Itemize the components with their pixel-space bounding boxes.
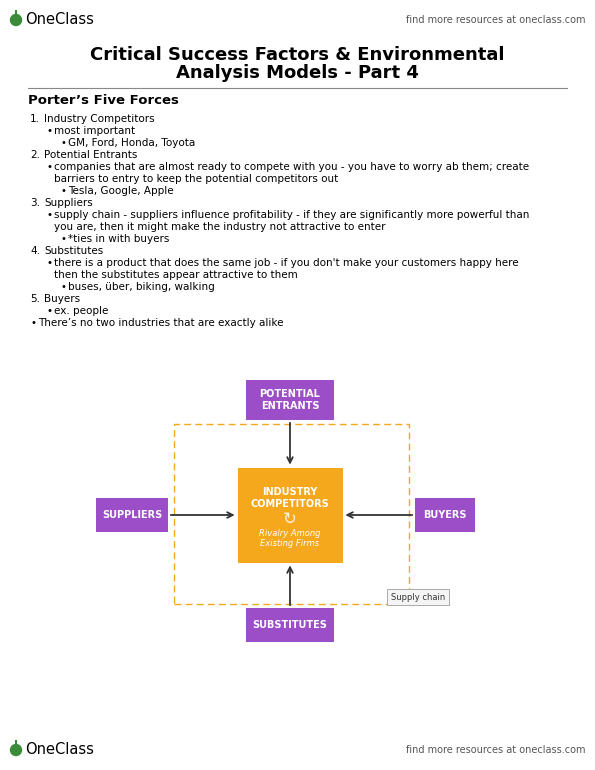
Text: Tesla, Google, Apple: Tesla, Google, Apple [68,186,174,196]
Text: 5.: 5. [30,294,40,304]
Text: INDUSTRY
COMPETITORS: INDUSTRY COMPETITORS [250,487,330,509]
Text: Porter’s Five Forces: Porter’s Five Forces [28,95,179,108]
Text: •: • [60,138,66,148]
Text: •: • [46,258,52,268]
Text: Industry Competitors: Industry Competitors [44,114,155,124]
Text: •: • [46,306,52,316]
Text: Critical Success Factors & Environmental: Critical Success Factors & Environmental [90,46,504,64]
Text: •: • [30,318,36,328]
Text: *ties in with buyers: *ties in with buyers [68,234,170,244]
Text: SUBSTITUTES: SUBSTITUTES [252,620,327,630]
Text: BUYERS: BUYERS [423,510,466,520]
Text: •: • [60,234,66,244]
Text: Suppliers: Suppliers [44,198,93,208]
Text: 2.: 2. [30,150,40,160]
Bar [246,608,334,642]
Text: Substitutes: Substitutes [44,246,104,256]
Text: ex. people: ex. people [54,306,108,316]
Circle shape [11,745,21,755]
Text: POTENTIAL
ENTRANTS: POTENTIAL ENTRANTS [259,389,321,411]
Text: •: • [46,162,52,172]
Bar [96,498,168,532]
Text: Buyers: Buyers [44,294,80,304]
Text: •: • [46,126,52,136]
Text: There’s no two industries that are exactly alike: There’s no two industries that are exact… [38,318,283,328]
Text: 4.: 4. [30,246,40,256]
Text: Analysis Models - Part 4: Analysis Models - Part 4 [176,64,418,82]
Text: there is a product that does the same job - if you don't make your customers hap: there is a product that does the same jo… [54,258,519,268]
Bar [246,380,334,420]
Text: GM, Ford, Honda, Toyota: GM, Ford, Honda, Toyota [68,138,195,148]
Text: companies that are almost ready to compete with you - you have to worry ab them;: companies that are almost ready to compe… [54,162,529,172]
Bar [415,498,475,532]
Text: •: • [46,210,52,220]
Text: Supply chain: Supply chain [391,592,445,601]
Text: 3.: 3. [30,198,40,208]
Text: SUPPLIERS: SUPPLIERS [102,510,162,520]
Text: •: • [60,282,66,292]
Text: buses, über, biking, walking: buses, über, biking, walking [68,282,215,292]
Text: •: • [60,186,66,196]
Text: supply chain - suppliers influence profitability - if they are significantly mor: supply chain - suppliers influence profi… [54,210,530,220]
Text: most important: most important [54,126,135,136]
Text: you are, then it might make the industry not attractive to enter: you are, then it might make the industry… [54,222,386,232]
Bar [237,467,343,563]
Text: find more resources at oneclass.com: find more resources at oneclass.com [406,15,585,25]
Text: 1.: 1. [30,114,40,124]
Bar [174,424,409,604]
Text: Rivalry Among
Existing Firms: Rivalry Among Existing Firms [259,529,321,548]
Text: OneClass: OneClass [25,12,94,28]
Text: Potential Entrants: Potential Entrants [44,150,137,160]
Text: ↻: ↻ [283,510,297,528]
Text: find more resources at oneclass.com: find more resources at oneclass.com [406,745,585,755]
Text: barriers to entry to keep the potential competitors out: barriers to entry to keep the potential … [54,174,338,184]
Circle shape [11,15,21,25]
Text: then the substitutes appear attractive to them: then the substitutes appear attractive t… [54,270,298,280]
Text: OneClass: OneClass [25,742,94,758]
FancyBboxPatch shape [387,589,449,605]
